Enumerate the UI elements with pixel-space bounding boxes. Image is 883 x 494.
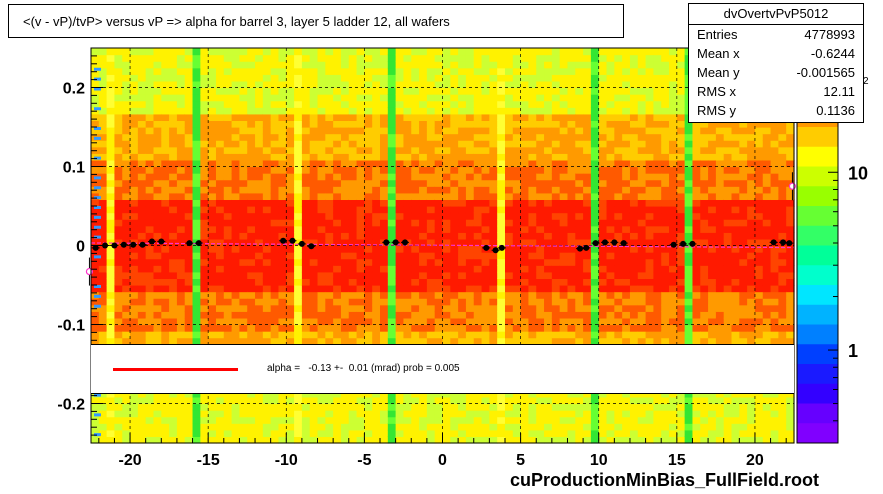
y-tick-label: 0.2 <box>63 81 85 98</box>
stats-key: RMS x <box>697 84 736 99</box>
y-tick-label: -0.1 <box>57 318 85 335</box>
stats-value: -0.6244 <box>810 46 855 61</box>
fit-legend-line <box>113 368 238 371</box>
x-tick-label: 5 <box>516 452 525 469</box>
x-tick-label: -20 <box>118 452 141 469</box>
stats-value: 4778993 <box>804 27 855 42</box>
x-tick-label: 15 <box>668 452 686 469</box>
stats-value: -0.001565 <box>796 65 855 80</box>
footer-filename: cuProductionMinBias_FullField.root <box>509 470 819 490</box>
stats-key: Mean x <box>697 46 740 61</box>
stats-name: dvOvertvPvP5012 <box>689 4 863 25</box>
stats-key: Entries <box>697 27 738 42</box>
fit-legend: alpha = -0.13 +- 0.01 (mrad) prob = 0.00… <box>91 344 794 394</box>
y-tick-label: -0.2 <box>57 397 85 414</box>
stats-box: dvOvertvPvP5012 Entries 4778993 Mean x -… <box>688 3 864 123</box>
x-tick-label: 20 <box>746 452 764 469</box>
colorbar-partial-label: 2 <box>863 76 869 87</box>
fit-legend-text: alpha = -0.13 +- 0.01 (mrad) prob = 0.00… <box>267 363 460 374</box>
stats-row-mean-y: Mean y -0.001565 <box>689 63 863 82</box>
x-tick-label: -5 <box>357 452 371 469</box>
stats-key: RMS y <box>697 103 736 118</box>
x-tick-label: 0 <box>438 452 447 469</box>
stats-value: 0.1136 <box>816 103 855 118</box>
plot-title: <(v - vP)/tvP> versus vP => alpha for ba… <box>8 4 624 38</box>
stats-key: Mean y <box>697 65 740 80</box>
profile-points <box>85 172 797 286</box>
stats-row-entries: Entries 4778993 <box>689 25 863 44</box>
stats-row-rms-x: RMS x 12.11 <box>689 82 863 101</box>
stats-row-rms-y: RMS y 0.1136 <box>689 101 863 120</box>
stats-row-mean-x: Mean x -0.6244 <box>689 44 863 63</box>
stats-value: 12.11 <box>823 84 855 99</box>
x-tick-label: -10 <box>275 452 298 469</box>
y-axis: -0.2 -0.1 0 0.1 0.2 <box>57 47 103 444</box>
x-tick-label: -15 <box>197 452 220 469</box>
y-tick-label: 0 <box>76 239 85 256</box>
colorbar-tick-label: 1 <box>848 341 858 361</box>
x-tick-label: 10 <box>590 452 608 469</box>
fit-line <box>90 242 795 249</box>
outlier-point <box>788 182 797 190</box>
y-tick-label: 0.1 <box>63 160 85 177</box>
colorbar-tick-label: 10 <box>848 163 868 183</box>
x-axis: -20 -15 -10 -5 0 5 10 15 20 <box>98 433 787 469</box>
